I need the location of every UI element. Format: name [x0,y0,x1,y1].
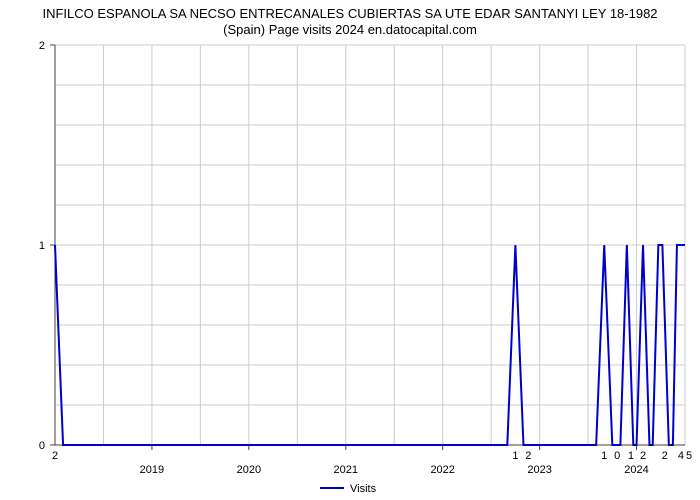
x-tick-label: 2019 [140,464,164,476]
legend-label: Visits [350,483,377,495]
chart-title-line2: (Spain) Page visits 2024 en.datocapital.… [223,22,477,37]
value-label: 2 [52,450,58,462]
x-tick-label: 2022 [430,464,454,476]
y-tick-label: 2 [39,40,45,52]
x-tick-label: 2020 [237,464,261,476]
x-tick-label: 2021 [334,464,358,476]
value-label: 2 [640,450,646,462]
line-chart: INFILCO ESPANOLA SA NECSO ENTRECANALES C… [0,0,700,500]
value-label: 1 [628,450,634,462]
value-label: 1 [512,450,518,462]
chart-title-line1: INFILCO ESPANOLA SA NECSO ENTRECANALES C… [42,6,657,21]
x-tick-label: 2023 [527,464,551,476]
y-tick-label: 0 [39,440,45,452]
value-label: 5 [686,450,692,462]
chart-container: INFILCO ESPANOLA SA NECSO ENTRECANALES C… [0,0,700,500]
value-label: 2 [662,450,668,462]
value-label: 2 [525,450,531,462]
value-label: 1 [601,450,607,462]
value-label: 4 [678,450,684,462]
y-tick-label: 1 [39,240,45,252]
x-tick-label: 2024 [624,464,648,476]
value-label: 0 [614,450,620,462]
